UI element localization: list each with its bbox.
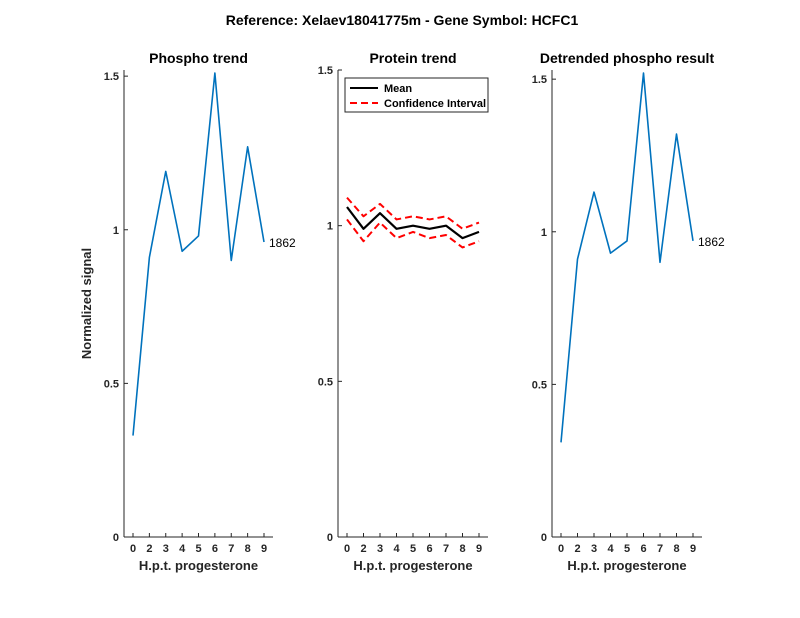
y-tick-label: 0.5 — [104, 378, 119, 390]
x-tick-label: 3 — [591, 543, 597, 555]
legend-label-mean: Mean — [384, 83, 412, 95]
x-tick-label: 0 — [130, 543, 136, 555]
y-tick-label: 1.5 — [532, 74, 547, 86]
panel-title: Phospho trend — [149, 50, 248, 66]
x-tick-label: 5 — [624, 543, 630, 555]
legend-label-confidence-interval: Confidence Interval — [384, 98, 486, 110]
y-tick-label: 0.5 — [318, 376, 333, 388]
y-tick-label: 1 — [541, 227, 547, 239]
x-tick-label: 6 — [212, 543, 218, 555]
x-tick-label: 9 — [690, 543, 696, 555]
x-tick-label: 9 — [261, 543, 267, 555]
panel-title: Detrended phospho result — [540, 50, 715, 66]
x-tick-label: 4 — [607, 543, 614, 555]
y-tick-label: 0 — [541, 532, 547, 544]
x-tick-label: 7 — [228, 543, 234, 555]
y-tick-label: 1 — [327, 221, 333, 233]
x-tick-label: 2 — [146, 543, 152, 555]
x-tick-label: 4 — [179, 543, 186, 555]
y-axis-label: Normalized signal — [79, 248, 94, 359]
x-tick-label: 5 — [195, 543, 201, 555]
series-line-phospho-1 — [560, 72, 694, 443]
x-tick-label: 2 — [574, 543, 580, 555]
legend: Mean Confidence Interval — [344, 77, 489, 113]
x-tick-label: 3 — [163, 543, 169, 555]
x-tick-label: 8 — [245, 543, 251, 555]
x-tick-label: 9 — [476, 543, 482, 555]
panel-title: Protein trend — [369, 50, 456, 66]
series-line-confidence-interval-3 — [346, 218, 480, 249]
x-tick-label: 5 — [410, 543, 416, 555]
x-tick-label: 8 — [459, 543, 465, 555]
series-line-mean-1 — [346, 206, 480, 240]
y-tick-label: 0 — [327, 532, 333, 544]
x-tick-label: 3 — [377, 543, 383, 555]
x-tick-label: 6 — [426, 543, 432, 555]
y-tick-label: 0 — [113, 532, 119, 544]
x-tick-label: 0 — [344, 543, 350, 555]
x-tick-label: 7 — [657, 543, 663, 555]
series-end-label: 1862 — [269, 236, 296, 250]
figure-suptitle: Reference: Xelaev18041775m - Gene Symbol… — [226, 12, 579, 28]
x-tick-label: 8 — [673, 543, 679, 555]
series-line-phospho-1 — [132, 72, 265, 436]
x-tick-label: 4 — [393, 543, 400, 555]
legend-box — [344, 77, 489, 113]
x-axis-label: H.p.t. progesterone — [139, 558, 258, 573]
y-tick-label: 1.5 — [318, 65, 333, 77]
series-end-label: 1862 — [698, 235, 725, 249]
x-tick-label: 2 — [360, 543, 366, 555]
x-tick-label: 0 — [558, 543, 564, 555]
x-axis-label: H.p.t. progesterone — [353, 558, 472, 573]
x-tick-label: 6 — [640, 543, 646, 555]
x-axis-label: H.p.t. progesterone — [567, 558, 686, 573]
y-tick-label: 1 — [113, 225, 119, 237]
y-tick-label: 1.5 — [104, 71, 119, 83]
y-tick-label: 0.5 — [532, 379, 547, 391]
series-line-confidence-interval-2 — [346, 196, 480, 230]
x-tick-label: 7 — [443, 543, 449, 555]
